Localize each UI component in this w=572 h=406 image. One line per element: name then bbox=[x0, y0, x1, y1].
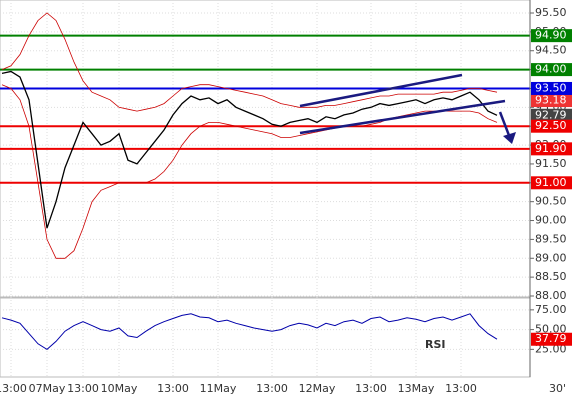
tag-label: 94.90 bbox=[535, 29, 567, 42]
y-tick-label: 90.50 bbox=[535, 195, 567, 208]
x-tick-label: 13:00 bbox=[256, 382, 288, 395]
y-tick-label: 88.00 bbox=[535, 289, 567, 302]
level-tag bbox=[531, 119, 572, 133]
x-tick-label: 13:00 bbox=[445, 382, 477, 395]
y-tick-label: 89.00 bbox=[535, 251, 567, 264]
y-tick-label: 88.50 bbox=[535, 270, 567, 283]
tag-label: 91.00 bbox=[535, 176, 567, 189]
x-tick-label: 07May bbox=[29, 382, 66, 395]
y-tick-label: 89.50 bbox=[535, 232, 567, 245]
x-tick-label: 13:00 bbox=[67, 382, 99, 395]
price-tag bbox=[531, 94, 572, 108]
y-tick-label: 75.00 bbox=[535, 303, 567, 316]
x-tick-label: 13:00 bbox=[0, 382, 27, 395]
level-tag bbox=[531, 29, 572, 43]
band-line bbox=[1, 84, 498, 259]
tag-label: 37.79 bbox=[535, 332, 567, 345]
tag-label: 92.50 bbox=[535, 119, 567, 132]
tag-label: 93.18 bbox=[535, 94, 567, 107]
y-tick-label: 90.00 bbox=[535, 214, 567, 227]
x-tick-label: 13:00 bbox=[157, 382, 189, 395]
price-tag bbox=[531, 108, 572, 122]
level-tag bbox=[531, 63, 572, 77]
tag-label: 93.50 bbox=[535, 81, 567, 94]
x-tick-label: 10May bbox=[101, 382, 138, 395]
level-tag bbox=[531, 176, 572, 190]
rsi-title: RSI bbox=[425, 338, 446, 351]
band-line bbox=[1, 12, 498, 112]
y-tick-label: 94.50 bbox=[535, 44, 567, 57]
level-tag bbox=[531, 81, 572, 95]
x-tick-label: 12May bbox=[299, 382, 336, 395]
price-line bbox=[1, 70, 498, 229]
timeframe: 30' bbox=[549, 382, 566, 395]
rsi-line bbox=[1, 313, 498, 351]
tag-label: 92.79 bbox=[535, 108, 567, 121]
tag-label: 94.00 bbox=[535, 63, 567, 76]
y-tick-label: 50.00 bbox=[535, 323, 567, 336]
x-tick-label: 13May bbox=[398, 382, 435, 395]
y-tick-label: 91.50 bbox=[535, 157, 567, 170]
tag-label: 91.90 bbox=[535, 142, 567, 155]
x-tick-label: 13:00 bbox=[355, 382, 387, 395]
trend-channel bbox=[299, 73, 516, 144]
y-tick-label: 95.50 bbox=[535, 6, 567, 19]
level-tag bbox=[531, 142, 572, 156]
rsi-panel bbox=[0, 297, 531, 378]
rsi-tag bbox=[531, 332, 572, 346]
x-tick-label: 11May bbox=[200, 382, 237, 395]
